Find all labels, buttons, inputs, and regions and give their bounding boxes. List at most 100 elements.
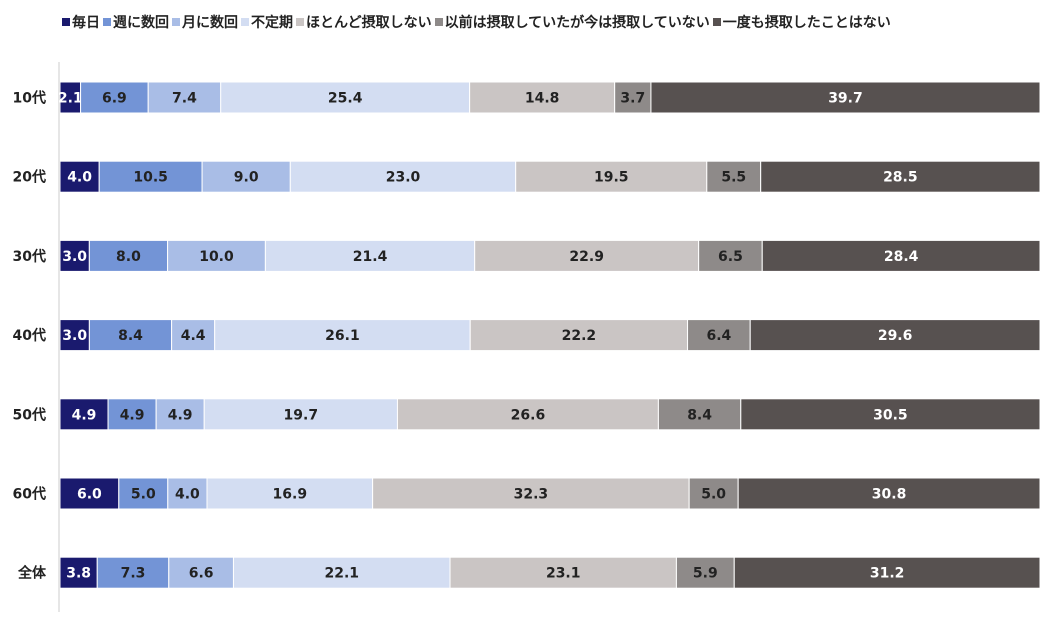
data-label-4-0: 4.9 — [72, 407, 97, 423]
category-label-3: 40代 — [13, 327, 46, 344]
bar-segment-6-5 — [675, 556, 735, 589]
data-label-6-5: 5.9 — [693, 566, 718, 582]
category-label-4: 50代 — [13, 406, 46, 423]
bar-segment-5-0 — [59, 477, 120, 510]
data-label-1-6: 28.5 — [883, 170, 918, 186]
data-label-2-5: 6.5 — [718, 249, 743, 265]
data-label-1-1: 10.5 — [133, 170, 168, 186]
data-label-1-5: 5.5 — [721, 170, 746, 186]
legend-swatch-6 — [712, 18, 721, 26]
bar-segment-4-3 — [203, 398, 398, 431]
bar-segment-1-6 — [760, 160, 1041, 193]
data-label-5-1: 5.0 — [131, 487, 156, 503]
bar-segment-3-5 — [687, 319, 751, 352]
legend-label-4: ほとんど摂取しない — [306, 15, 432, 31]
data-label-6-0: 3.8 — [66, 566, 91, 582]
bar-segment-2-1 — [88, 239, 169, 272]
bar-segment-0-6 — [650, 81, 1041, 114]
bar-segment-3-1 — [88, 319, 173, 352]
data-label-3-0: 3.0 — [62, 328, 87, 344]
bar-segment-6-6 — [733, 556, 1041, 589]
data-label-4-1: 4.9 — [120, 407, 145, 423]
bar-segment-3-3 — [214, 319, 471, 352]
data-label-0-0: 2.1 — [58, 91, 83, 107]
bar-segment-5-3 — [206, 477, 374, 510]
data-label-5-6: 30.8 — [872, 487, 907, 503]
bar-segment-0-2 — [147, 81, 222, 114]
data-label-3-2: 4.4 — [181, 328, 206, 344]
legend-item-1: 週に数回 — [103, 12, 169, 32]
data-label-6-6: 31.2 — [870, 566, 905, 582]
legend-swatch-5 — [434, 18, 443, 26]
bar-segment-2-4 — [474, 239, 700, 272]
data-label-4-3: 19.7 — [284, 407, 319, 423]
legend-label-6: 一度も摂取したことはない — [722, 15, 891, 31]
data-label-6-4: 23.1 — [546, 566, 581, 582]
legend-item-2: 月に数回 — [172, 12, 238, 32]
data-label-5-2: 4.0 — [175, 487, 200, 503]
bar-segment-6-2 — [168, 556, 234, 589]
data-label-4-6: 30.5 — [873, 407, 908, 423]
category-label-2: 30代 — [13, 248, 46, 265]
data-label-1-2: 9.0 — [234, 170, 259, 186]
bar-segment-5-5 — [688, 477, 739, 510]
data-label-1-0: 4.0 — [67, 170, 92, 186]
legend-item-5: 以前は摂取していたが今は摂取していない — [434, 12, 710, 32]
legend-label-2: 月に数回 — [182, 15, 238, 31]
data-label-6-3: 22.1 — [324, 566, 359, 582]
data-label-0-2: 7.4 — [172, 91, 197, 107]
bar-segment-3-2 — [171, 319, 216, 352]
data-label-2-6: 28.4 — [884, 249, 919, 265]
bar-segment-6-0 — [59, 556, 98, 589]
bar-segment-1-3 — [289, 160, 517, 193]
data-label-2-1: 8.0 — [116, 249, 141, 265]
legend: 毎日 週に数回 月に数回 不定期 ほとんど摂取しない 以前は摂取していたが今は摂取していな… — [62, 12, 894, 32]
legend-item-3: 不定期 — [241, 12, 293, 32]
data-label-3-4: 22.2 — [562, 328, 597, 344]
bar-segment-0-3 — [220, 81, 471, 114]
data-label-3-1: 8.4 — [118, 328, 143, 344]
bar-segment-6-4 — [449, 556, 677, 589]
data-label-6-2: 6.6 — [189, 566, 214, 582]
legend-item-6: 一度も摂取したことはない — [712, 12, 891, 32]
data-label-3-3: 26.1 — [325, 328, 360, 344]
bar-segment-2-2 — [167, 239, 266, 272]
data-label-2-2: 10.0 — [199, 249, 234, 265]
data-label-2-4: 22.9 — [569, 249, 604, 265]
data-label-0-1: 6.9 — [102, 91, 127, 107]
legend-item-4: ほとんど摂取しない — [296, 12, 432, 32]
data-label-2-0: 3.0 — [62, 249, 87, 265]
bar-segment-2-6 — [761, 239, 1041, 272]
legend-swatch-2 — [172, 18, 180, 26]
legend-swatch-4 — [296, 18, 304, 26]
data-label-4-5: 8.4 — [687, 407, 712, 423]
legend-swatch-1 — [103, 18, 111, 26]
legend-item-0: 毎日 — [62, 12, 100, 32]
legend-label-0: 毎日 — [72, 15, 100, 31]
bar-segment-1-5 — [706, 160, 762, 193]
legend-swatch-0 — [62, 18, 70, 26]
data-label-0-3: 25.4 — [328, 91, 363, 107]
data-label-0-5: 3.7 — [620, 91, 645, 107]
bar-segment-1-1 — [98, 160, 203, 193]
bar-segment-2-5 — [698, 239, 763, 272]
data-label-6-1: 7.3 — [121, 566, 146, 582]
bar-segment-2-3 — [264, 239, 476, 272]
data-label-0-6: 39.7 — [828, 91, 863, 107]
category-label-5: 60代 — [13, 486, 46, 503]
data-label-5-5: 5.0 — [701, 487, 726, 503]
data-label-0-4: 14.8 — [525, 91, 560, 107]
bar-segment-5-4 — [372, 477, 690, 510]
data-label-3-5: 6.4 — [706, 328, 731, 344]
data-label-3-6: 29.6 — [878, 328, 913, 344]
legend-swatch-3 — [241, 18, 249, 26]
data-label-2-3: 21.4 — [353, 249, 388, 265]
data-label-5-0: 6.0 — [77, 487, 102, 503]
bar-segment-3-4 — [469, 319, 689, 352]
legend-label-1: 週に数回 — [113, 15, 169, 31]
data-label-5-4: 32.3 — [514, 487, 549, 503]
data-label-5-3: 16.9 — [273, 487, 308, 503]
bar-segment-5-6 — [737, 477, 1041, 510]
bar-segment-4-6 — [740, 398, 1041, 431]
